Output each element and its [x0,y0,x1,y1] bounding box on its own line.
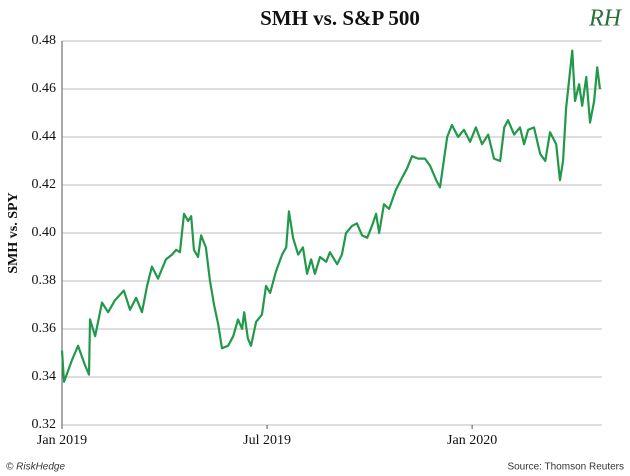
data-line [60,49,602,383]
y-tick-label: 0.36 [32,321,57,336]
logo: RH [588,6,623,32]
x-tick-label: Jul 2019 [243,433,291,448]
y-tick-label: 0.34 [32,369,57,384]
y-tick-label: 0.46 [32,81,57,96]
y-tick-label: 0.32 [32,417,57,432]
footer-left: © RiskHedge [6,462,65,473]
footer-right: Source: Thomson Reuters [507,462,624,473]
y-tick-label: 0.38 [32,273,57,288]
y-tick-label: 0.42 [32,177,57,192]
y-tick-label: 0.40 [32,225,57,240]
y-axis-label: SMH vs. SPY [6,192,21,273]
y-tick-label: 0.44 [32,129,57,144]
chart-title: SMH vs. S&P 500 [260,6,420,30]
x-tick-label: Jan 2019 [37,433,87,448]
y-tick-label: 0.48 [32,33,57,48]
x-tick-label: Jan 2020 [447,433,497,448]
